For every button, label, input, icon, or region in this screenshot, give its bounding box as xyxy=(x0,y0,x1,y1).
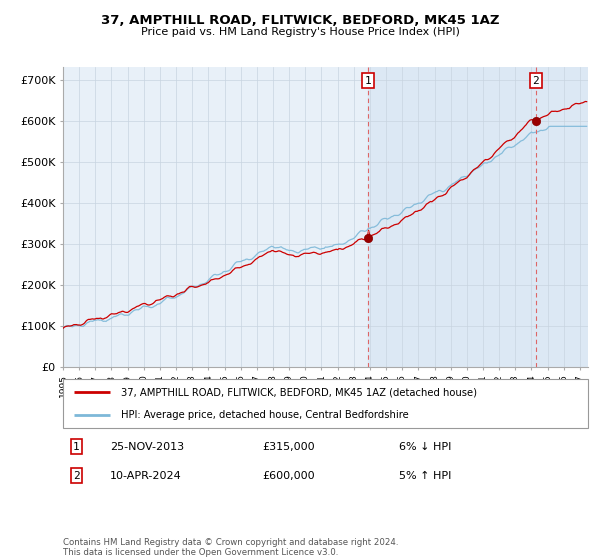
Text: 10-APR-2024: 10-APR-2024 xyxy=(110,470,182,480)
Text: 1: 1 xyxy=(73,442,79,452)
Text: 37, AMPTHILL ROAD, FLITWICK, BEDFORD, MK45 1AZ: 37, AMPTHILL ROAD, FLITWICK, BEDFORD, MK… xyxy=(101,14,499,27)
Text: 6% ↓ HPI: 6% ↓ HPI xyxy=(399,442,451,452)
Text: HPI: Average price, detached house, Central Bedfordshire: HPI: Average price, detached house, Cent… xyxy=(121,410,409,420)
Bar xyxy=(536,67,588,367)
Text: 5% ↑ HPI: 5% ↑ HPI xyxy=(399,470,451,480)
Text: 25-NOV-2013: 25-NOV-2013 xyxy=(110,442,184,452)
Text: 1: 1 xyxy=(365,76,371,86)
Text: Contains HM Land Registry data © Crown copyright and database right 2024.
This d: Contains HM Land Registry data © Crown c… xyxy=(63,538,398,557)
Text: 2: 2 xyxy=(73,470,79,480)
Bar xyxy=(368,67,587,367)
Bar xyxy=(536,67,588,367)
Text: Price paid vs. HM Land Registry's House Price Index (HPI): Price paid vs. HM Land Registry's House … xyxy=(140,27,460,37)
Text: 2: 2 xyxy=(532,76,539,86)
Text: £600,000: £600,000 xyxy=(263,470,315,480)
Text: 37, AMPTHILL ROAD, FLITWICK, BEDFORD, MK45 1AZ (detached house): 37, AMPTHILL ROAD, FLITWICK, BEDFORD, MK… xyxy=(121,388,477,398)
Text: £315,000: £315,000 xyxy=(263,442,315,452)
